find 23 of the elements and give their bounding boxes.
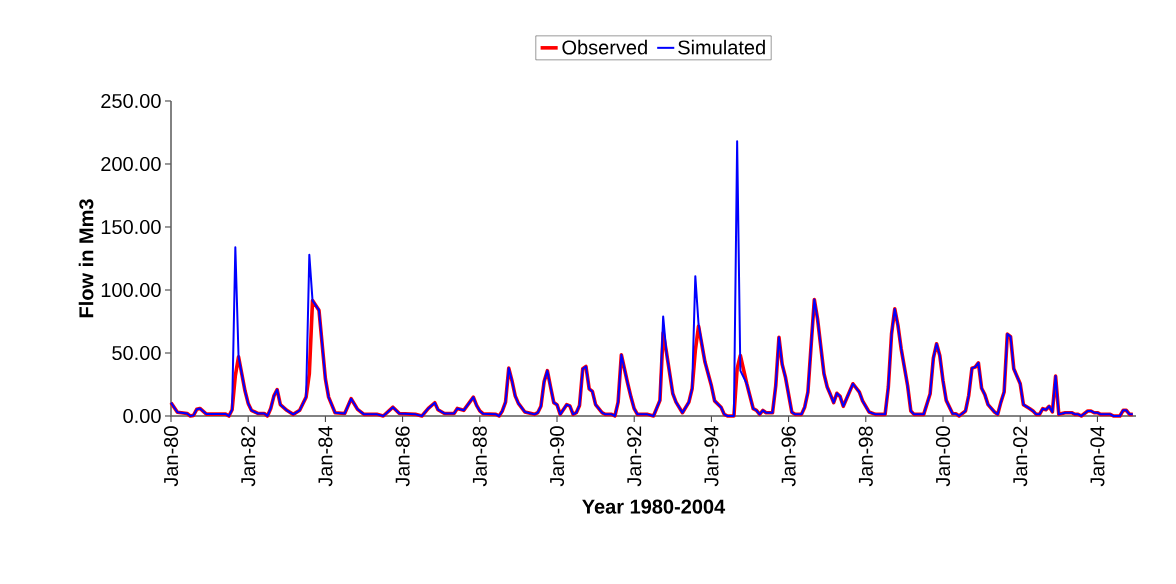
y-tick-label: 50.00 xyxy=(112,345,161,361)
x-tick-label: Jan-92 xyxy=(627,426,642,487)
x-tick-label: Jan-98 xyxy=(858,426,873,487)
x-tick-label: Jan-82 xyxy=(241,426,256,487)
x-tick-label: Jan-84 xyxy=(318,426,333,487)
y-tick-label: 200.00 xyxy=(101,156,161,172)
y-axis-title: Flow in Mm3 xyxy=(78,199,94,318)
x-tick-label: Jan-80 xyxy=(163,426,179,487)
x-tick-label: Jan-00 xyxy=(935,426,951,487)
y-tick-label: 0.00 xyxy=(123,408,161,424)
x-tick-label: Jan-88 xyxy=(472,426,487,487)
x-tick-label: Jan-04 xyxy=(1090,426,1105,487)
x-tick-label: Jan-96 xyxy=(781,426,796,487)
x-axis-title: Year 1980-2004 xyxy=(582,499,726,514)
x-tick-label: Jan-86 xyxy=(395,426,410,487)
legend-label: Observed xyxy=(562,39,647,55)
x-tick-label: Jan-90 xyxy=(549,426,565,487)
x-tick-label: Jan-02 xyxy=(1013,426,1028,487)
x-tick-label: Jan-94 xyxy=(704,426,719,487)
y-tick-label: 250.00 xyxy=(101,93,161,109)
legend-label: Simulated xyxy=(678,39,765,55)
y-tick-label: 150.00 xyxy=(101,219,161,235)
y-tick-label: 100.00 xyxy=(101,282,161,298)
